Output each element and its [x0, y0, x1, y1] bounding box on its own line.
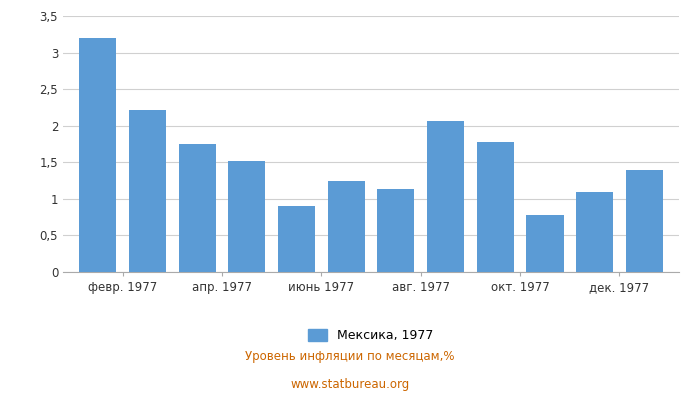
- Bar: [278, 206, 315, 272]
- Bar: [626, 170, 663, 272]
- Bar: [178, 144, 216, 272]
- Text: www.statbureau.org: www.statbureau.org: [290, 378, 410, 391]
- Text: Уровень инфляции по месяцам,%: Уровень инфляции по месяцам,%: [245, 350, 455, 363]
- Bar: [477, 142, 514, 272]
- Bar: [526, 215, 564, 272]
- Legend: Мексика, 1977: Мексика, 1977: [303, 324, 439, 347]
- Bar: [228, 161, 265, 272]
- Bar: [427, 121, 464, 272]
- Bar: [129, 110, 166, 272]
- Bar: [377, 189, 414, 272]
- Bar: [576, 192, 613, 272]
- Bar: [328, 180, 365, 272]
- Bar: [79, 38, 116, 272]
